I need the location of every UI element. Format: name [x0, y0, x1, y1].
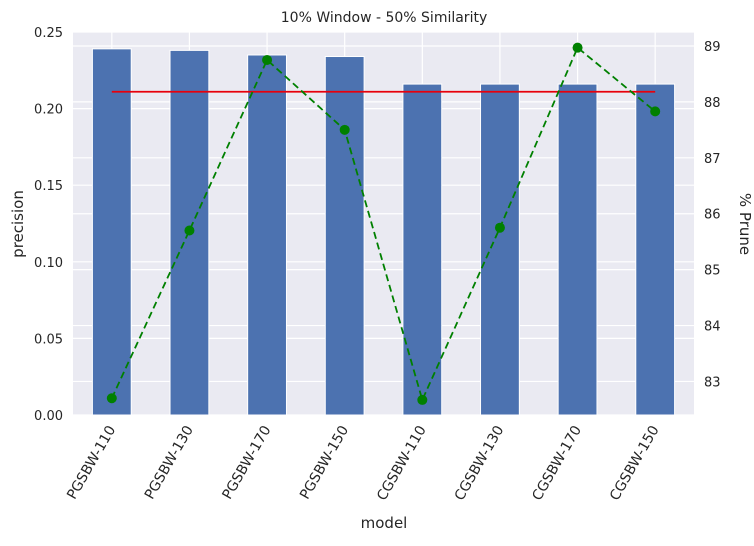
y-axis-left-ticks: 0.00 0.05 0.10 0.15 0.20 0.25	[34, 26, 63, 424]
x-tick-label: PGSBW-130	[142, 423, 197, 502]
y-tick-label: 0.20	[34, 103, 63, 118]
prune-point	[572, 42, 583, 53]
prune-point	[262, 54, 273, 65]
y2-tick-label: 84	[704, 320, 721, 335]
x-axis-ticks: PGSBW-110 PGSBW-130 PGSBW-170 PGSBW-150 CGSB…	[64, 423, 662, 503]
y-tick-label: 0.00	[34, 409, 63, 424]
y2-tick-label: 86	[704, 208, 721, 223]
prune-point	[417, 394, 428, 405]
bar	[324, 56, 365, 416]
x-tick-label: PGSBW-150	[297, 423, 352, 502]
bar	[635, 83, 676, 416]
bar-series	[91, 48, 676, 416]
x-tick-label: CGSBW-130	[452, 423, 508, 503]
bar	[247, 54, 287, 416]
x-tick-label: PGSBW-110	[64, 423, 119, 502]
prune-point	[106, 393, 117, 404]
x-tick-label: PGSBW-170	[219, 423, 274, 502]
y2-tick-label: 85	[704, 264, 721, 279]
x-tick-label: CGSBW-110	[374, 423, 430, 503]
y-axis-left-label: precision	[9, 190, 27, 258]
y-axis-right-label: % Prune	[736, 193, 754, 255]
plot-background	[73, 32, 694, 415]
y-tick-label: 0.10	[34, 256, 63, 271]
y-axis-right-ticks: 83 84 85 86 87 88 89	[704, 40, 721, 390]
bar	[402, 83, 443, 416]
x-tick-label: CGSBW-150	[607, 423, 663, 503]
x-tick-label: CGSBW-170	[529, 423, 585, 503]
prune-point	[339, 124, 350, 135]
y-tick-label: 0.05	[34, 332, 63, 347]
prune-line	[110, 46, 656, 403]
prune-point	[184, 225, 195, 236]
bar	[480, 83, 520, 416]
prune-series	[106, 42, 661, 405]
y-tick-label: 0.25	[34, 26, 63, 41]
chart-title: 10% Window - 50% Similarity	[281, 10, 487, 26]
bar	[557, 83, 598, 416]
x-axis-label: model	[361, 514, 408, 532]
bar	[91, 48, 132, 416]
y-tick-label: 0.15	[34, 179, 63, 194]
y2-tick-label: 87	[704, 152, 721, 167]
y2-tick-label: 89	[704, 40, 721, 55]
y2-tick-label: 83	[704, 375, 721, 390]
prune-point	[650, 106, 661, 117]
y2-tick-label: 88	[704, 96, 721, 111]
prune-point	[494, 222, 505, 233]
